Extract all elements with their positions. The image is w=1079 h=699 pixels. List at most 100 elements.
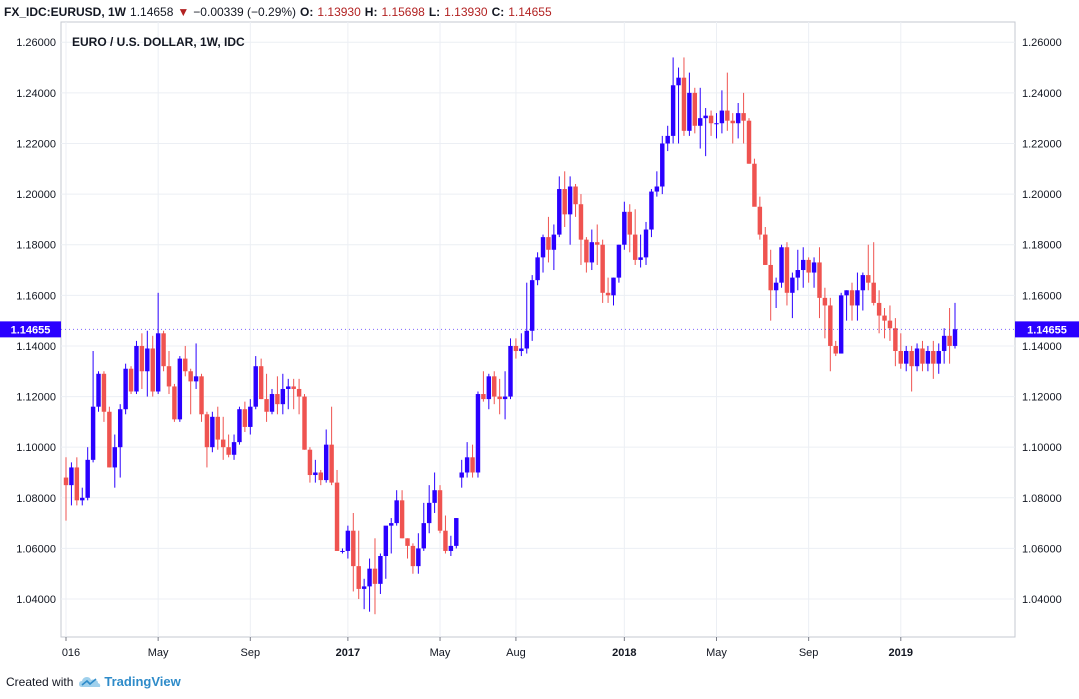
candle-body xyxy=(584,239,589,263)
candle-body xyxy=(242,409,248,427)
candle-body xyxy=(676,77,681,86)
candle xyxy=(258,358,264,400)
y-tick-label-left: 1.22000 xyxy=(16,138,56,150)
candle-body xyxy=(524,330,529,349)
candle-body xyxy=(448,545,454,551)
candle xyxy=(215,406,221,450)
candle-body xyxy=(557,189,562,235)
tradingview-logo[interactable]: TradingView xyxy=(79,674,181,689)
candle xyxy=(746,118,752,164)
candle xyxy=(638,234,643,268)
candle-body xyxy=(866,275,871,283)
candle-body xyxy=(513,345,519,352)
candle xyxy=(529,275,535,341)
x-tick-label: Sep xyxy=(241,647,261,659)
high-label: H: xyxy=(364,5,378,19)
candle-body xyxy=(660,143,665,187)
candle xyxy=(833,340,838,357)
candle xyxy=(204,411,210,468)
candle xyxy=(63,457,69,521)
candle xyxy=(627,204,632,253)
candle-body xyxy=(351,530,356,567)
candle-body xyxy=(345,530,351,551)
candle xyxy=(399,490,405,539)
candle xyxy=(74,457,80,506)
candle xyxy=(323,429,329,483)
candle xyxy=(128,366,134,395)
candle-body xyxy=(443,530,448,551)
candle xyxy=(551,224,557,271)
candle-body xyxy=(204,414,210,448)
candle xyxy=(698,87,703,149)
candle-body xyxy=(616,244,622,278)
candle xyxy=(459,459,464,488)
candle-body xyxy=(855,290,860,306)
candle-body xyxy=(735,113,741,124)
candle xyxy=(692,87,698,134)
candlestick-chart[interactable]: 1.04000 1.04000 1.06000 1.06000 1.08000 1.080… xyxy=(0,0,1079,670)
candle-body xyxy=(806,259,811,273)
y-tick-label-right: 1.06000 xyxy=(1022,543,1062,555)
candle-body xyxy=(128,368,134,392)
candle-body xyxy=(378,556,383,584)
candle xyxy=(443,515,448,554)
candle-body xyxy=(464,457,470,473)
candle xyxy=(952,302,958,349)
candle xyxy=(936,343,941,374)
candle xyxy=(112,434,118,488)
candle xyxy=(383,525,389,579)
candle-body xyxy=(600,244,605,293)
candle-body xyxy=(383,525,389,557)
candle xyxy=(437,485,443,534)
last-price: 1.14658 xyxy=(130,5,174,19)
candle-body xyxy=(69,467,74,486)
candle-body xyxy=(145,348,150,372)
candle xyxy=(313,459,318,483)
candle xyxy=(193,343,199,389)
candle xyxy=(107,406,112,468)
candle-body xyxy=(231,442,237,455)
candle xyxy=(248,399,253,435)
x-tick-label: 016 xyxy=(62,647,80,659)
candle-body xyxy=(302,396,307,450)
candle-body xyxy=(112,447,118,468)
candle-body xyxy=(746,120,752,164)
candle xyxy=(172,383,177,422)
candle-body xyxy=(166,366,172,387)
candle xyxy=(622,201,627,250)
candle-body xyxy=(101,373,107,412)
candle-body xyxy=(757,206,763,235)
candle xyxy=(389,518,394,554)
candle xyxy=(367,558,372,612)
candle-body xyxy=(936,351,941,364)
candle-body xyxy=(74,467,80,501)
candle-body xyxy=(481,394,486,400)
candle xyxy=(795,249,801,291)
candle xyxy=(519,333,524,357)
candle xyxy=(166,351,172,395)
candle xyxy=(665,125,670,152)
candle xyxy=(654,171,660,197)
candle-body xyxy=(334,482,340,551)
candle-body xyxy=(248,406,253,427)
candle-body xyxy=(719,110,725,124)
candle-body xyxy=(871,282,876,303)
candle xyxy=(183,345,188,377)
candle xyxy=(567,176,573,245)
y-tick-label-left: 1.04000 xyxy=(16,594,56,606)
y-tick-label-left: 1.16000 xyxy=(16,290,56,302)
candle-body xyxy=(426,502,432,524)
candle xyxy=(719,90,725,134)
candle-body xyxy=(296,388,302,397)
candle xyxy=(941,328,947,364)
candle xyxy=(524,282,529,354)
y-tick-label-right: 1.20000 xyxy=(1022,189,1062,201)
candle-body xyxy=(220,439,226,448)
candle-body xyxy=(817,262,822,298)
x-tick-label: May xyxy=(706,647,727,659)
candle xyxy=(296,378,302,415)
candle-body xyxy=(595,242,600,245)
candle xyxy=(687,72,692,136)
candle-body xyxy=(941,335,947,352)
candle-body xyxy=(947,335,952,346)
